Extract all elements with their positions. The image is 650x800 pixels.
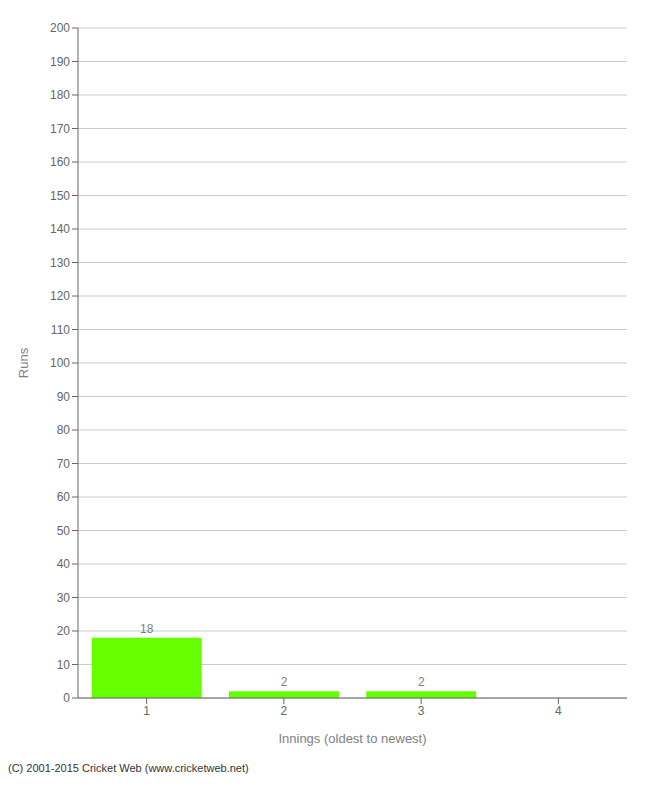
svg-text:0: 0 bbox=[63, 691, 70, 705]
svg-text:100: 100 bbox=[50, 356, 70, 370]
svg-text:3: 3 bbox=[418, 704, 425, 718]
svg-text:Innings (oldest to newest): Innings (oldest to newest) bbox=[278, 731, 426, 746]
svg-text:150: 150 bbox=[50, 189, 70, 203]
svg-text:30: 30 bbox=[57, 591, 71, 605]
svg-text:Runs: Runs bbox=[16, 347, 31, 378]
svg-text:190: 190 bbox=[50, 55, 70, 69]
svg-text:4: 4 bbox=[555, 704, 562, 718]
svg-text:140: 140 bbox=[50, 222, 70, 236]
svg-text:2: 2 bbox=[418, 675, 425, 689]
svg-text:160: 160 bbox=[50, 155, 70, 169]
svg-text:60: 60 bbox=[57, 490, 71, 504]
svg-text:80: 80 bbox=[57, 423, 71, 437]
svg-text:50: 50 bbox=[57, 524, 71, 538]
svg-text:120: 120 bbox=[50, 289, 70, 303]
svg-text:20: 20 bbox=[57, 624, 71, 638]
svg-text:10: 10 bbox=[57, 658, 71, 672]
svg-text:200: 200 bbox=[50, 21, 70, 35]
svg-text:18: 18 bbox=[140, 622, 154, 636]
svg-text:2: 2 bbox=[281, 704, 288, 718]
svg-text:1: 1 bbox=[143, 704, 150, 718]
svg-text:70: 70 bbox=[57, 457, 71, 471]
svg-text:180: 180 bbox=[50, 88, 70, 102]
svg-text:130: 130 bbox=[50, 256, 70, 270]
svg-text:170: 170 bbox=[50, 122, 70, 136]
svg-text:2: 2 bbox=[281, 675, 288, 689]
html-text:(C) 2001-2015 Cricket Web (www: (C) 2001-2015 Cricket Web (www.cricketwe… bbox=[8, 762, 249, 774]
svg-text:40: 40 bbox=[57, 557, 71, 571]
svg-text:90: 90 bbox=[57, 390, 71, 404]
svg-text:110: 110 bbox=[51, 323, 70, 337]
